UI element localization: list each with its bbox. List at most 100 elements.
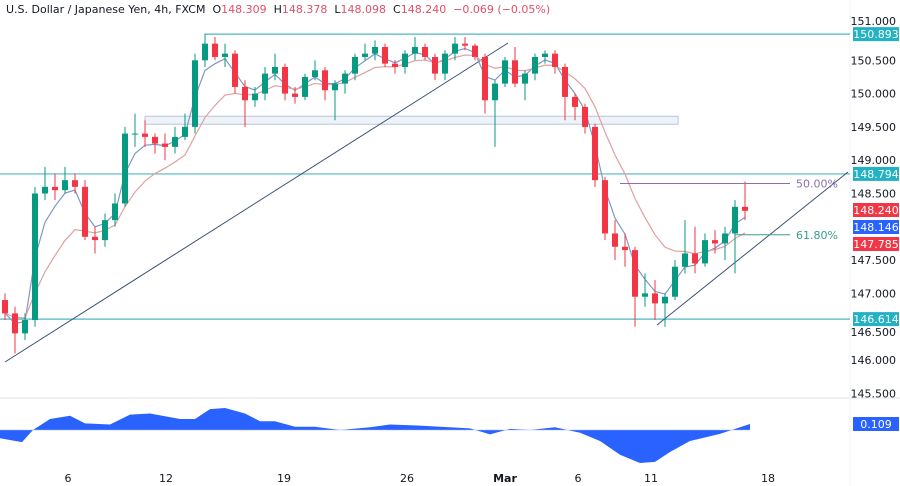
candle [162, 133, 168, 161]
candle [512, 46, 518, 87]
candle-body [152, 136, 158, 144]
candle [102, 213, 108, 247]
price-tag: 148.240 [853, 203, 899, 217]
low-prefix: L [334, 3, 341, 16]
candle [482, 53, 488, 114]
price-tag-bg [853, 203, 899, 217]
candle-body [422, 46, 428, 57]
candle [202, 33, 208, 67]
candle [222, 43, 228, 67]
candle-body [492, 83, 498, 101]
candle [182, 113, 188, 141]
time-tick-label: 19 [277, 472, 291, 485]
candle [112, 193, 118, 227]
candle-body [132, 133, 138, 135]
candle-body [162, 143, 168, 147]
candle-body [52, 186, 58, 191]
candle [652, 280, 658, 321]
price-tick-label: 147.000 [851, 287, 897, 300]
candle [672, 260, 678, 301]
level-price-tag-bg [853, 312, 899, 327]
candle [732, 200, 738, 274]
candle [322, 66, 328, 101]
candle [612, 220, 618, 261]
candle-body [732, 206, 738, 234]
candle [462, 36, 468, 51]
candle [192, 53, 198, 134]
fib-level-label: 61.80% [796, 229, 838, 242]
symbol-label: U.S. Dollar / Japanese Yen, 4h, FXCM [6, 3, 206, 16]
low-value: 148.098 [340, 3, 387, 16]
price-tag-text: 148.146 [853, 221, 899, 234]
candle [582, 103, 588, 134]
candle-body [512, 60, 518, 84]
candle-body [62, 180, 68, 191]
candle-body [322, 70, 328, 91]
candle [362, 43, 368, 61]
level-price-tag-bg [853, 27, 899, 42]
price-tick-label: 149.500 [851, 121, 897, 134]
candle-body [402, 53, 408, 67]
candle [252, 86, 258, 107]
candle-body [232, 53, 238, 87]
candle-body [82, 186, 88, 237]
candle-body [182, 126, 188, 137]
candle [702, 233, 708, 267]
candle-body [612, 233, 618, 247]
candle [242, 80, 248, 127]
candle [12, 306, 18, 354]
fib-level-label: 50.00% [796, 178, 838, 191]
time-tick-label: 6 [65, 472, 72, 485]
candle-body [32, 193, 38, 321]
candle [452, 36, 458, 61]
candle [492, 80, 498, 147]
candle [682, 220, 688, 274]
candle [272, 53, 278, 81]
candle [302, 73, 308, 101]
high-prefix: H [273, 3, 282, 16]
candle-body [462, 43, 468, 46]
candle-body [522, 73, 528, 84]
candle [392, 60, 398, 74]
trendline-up-2 [656, 171, 849, 326]
price-tick-label: 147.500 [851, 254, 897, 267]
close-value: 148.240 [400, 3, 447, 16]
candle-body [682, 253, 688, 267]
candle [92, 226, 98, 254]
candle [542, 50, 548, 64]
candle-body [302, 76, 308, 97]
candle-body [2, 300, 8, 314]
support-zone [144, 115, 679, 125]
time-tick-label: Mar [493, 472, 517, 485]
candle [662, 293, 668, 327]
candle [352, 53, 358, 81]
price-tag-bg [853, 237, 899, 251]
candle [342, 70, 348, 94]
change-value: −0.069 (−0.05%) [453, 3, 551, 16]
candle-body [192, 60, 198, 127]
time-tick-label: 11 [644, 472, 658, 485]
candle-body [582, 106, 588, 127]
level-price-tag-text: 148.794 [853, 168, 899, 181]
candle-body [662, 296, 668, 304]
candle [62, 166, 68, 194]
candle-body [692, 253, 698, 264]
candle-body [622, 246, 628, 251]
price-tick-label: 146.000 [851, 354, 897, 367]
candle [142, 120, 148, 147]
candle-body [482, 56, 488, 101]
candle-body [112, 203, 118, 221]
price-tick-label: 146.500 [851, 326, 897, 339]
price-tag-text: 148.240 [853, 204, 899, 217]
candle-body [672, 266, 678, 297]
candle [2, 293, 8, 321]
candle-body [72, 180, 78, 187]
candle [742, 181, 748, 221]
candle-body [432, 56, 438, 74]
level-price-tag: 146.614 [853, 312, 899, 327]
candle-body [372, 46, 378, 54]
level-price-tag: 150.893 [853, 27, 899, 41]
candle [212, 36, 218, 61]
candle-body [452, 43, 458, 54]
